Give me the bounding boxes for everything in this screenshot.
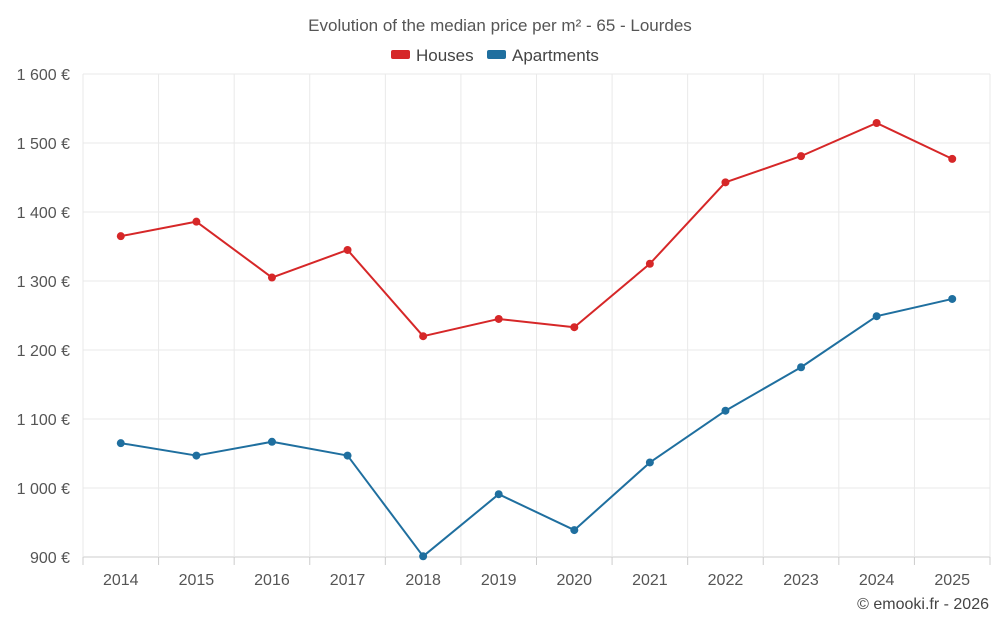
data-point-apartments[interactable] — [343, 451, 352, 460]
y-tick-label: 1 300 € — [17, 274, 70, 291]
data-point-houses[interactable] — [645, 259, 654, 268]
x-tick-label: 2021 — [632, 572, 668, 589]
legend-item-houses[interactable]: Houses — [391, 46, 474, 65]
data-point-apartments[interactable] — [116, 439, 125, 448]
data-point-apartments[interactable] — [494, 490, 503, 499]
data-point-houses[interactable] — [721, 178, 730, 187]
x-tick-label: 2015 — [179, 572, 215, 589]
series-line-houses — [120, 121, 953, 338]
data-point-houses[interactable] — [570, 323, 579, 332]
x-tick-label: 2016 — [254, 572, 290, 589]
data-point-houses[interactable] — [872, 118, 881, 127]
legend: Houses Apartments — [391, 46, 599, 65]
y-tick-label: 1 400 € — [17, 205, 70, 222]
credit-text: © emooki.fr - 2026 — [857, 596, 989, 613]
legend-swatch-houses — [391, 50, 410, 59]
y-tick-label: 1 100 € — [17, 412, 70, 429]
x-tick-label: 2018 — [405, 572, 441, 589]
legend-swatch-apartments — [487, 50, 506, 59]
y-tick-label: 1 200 € — [17, 343, 70, 360]
data-point-houses[interactable] — [343, 245, 352, 254]
legend-label-apartments: Apartments — [512, 46, 599, 65]
data-point-apartments[interactable] — [267, 437, 276, 446]
y-tick-label: 1 600 € — [17, 67, 70, 84]
data-point-houses[interactable] — [797, 152, 806, 161]
x-tick-label: 2022 — [708, 572, 744, 589]
data-point-houses[interactable] — [419, 332, 428, 341]
y-tick-label: 900 € — [30, 550, 70, 567]
x-gridlines — [82, 74, 991, 565]
data-point-houses[interactable] — [116, 232, 125, 241]
x-tick-label: 2025 — [934, 572, 970, 589]
x-tick-label: 2017 — [330, 572, 366, 589]
series-group — [116, 118, 957, 561]
data-point-apartments[interactable] — [419, 552, 428, 561]
legend-item-apartments[interactable]: Apartments — [487, 46, 599, 65]
x-tick-label: 2019 — [481, 572, 517, 589]
data-point-apartments[interactable] — [797, 363, 806, 372]
data-point-apartments[interactable] — [192, 451, 201, 460]
data-point-houses[interactable] — [494, 314, 503, 323]
data-point-apartments[interactable] — [721, 406, 730, 415]
data-point-apartments[interactable] — [570, 526, 579, 535]
data-point-apartments[interactable] — [872, 312, 881, 321]
data-point-apartments[interactable] — [948, 294, 957, 303]
x-tick-label: 2014 — [103, 572, 139, 589]
y-tick-label: 1 500 € — [17, 136, 70, 153]
x-axis-ticks: 2014 2015 2016 2017 2018 2019 2020 2021 2022 2023… — [103, 572, 970, 589]
data-point-houses[interactable] — [192, 217, 201, 226]
y-tick-label: 1 000 € — [17, 481, 70, 498]
x-tick-label: 2024 — [859, 572, 895, 589]
data-point-houses[interactable] — [267, 273, 276, 282]
x-tick-label: 2023 — [783, 572, 819, 589]
legend-label-houses: Houses — [416, 46, 474, 65]
data-point-houses[interactable] — [948, 154, 957, 163]
y-axis-ticks: 900 € 1 000 € 1 100 € 1 200 € 1 300 € 1 400 €… — [17, 67, 70, 567]
chart-title: Evolution of the median price per m² - 6… — [308, 16, 692, 35]
series-line-apartments — [120, 297, 953, 558]
x-tick-label: 2020 — [556, 572, 592, 589]
data-point-apartments[interactable] — [645, 458, 654, 467]
